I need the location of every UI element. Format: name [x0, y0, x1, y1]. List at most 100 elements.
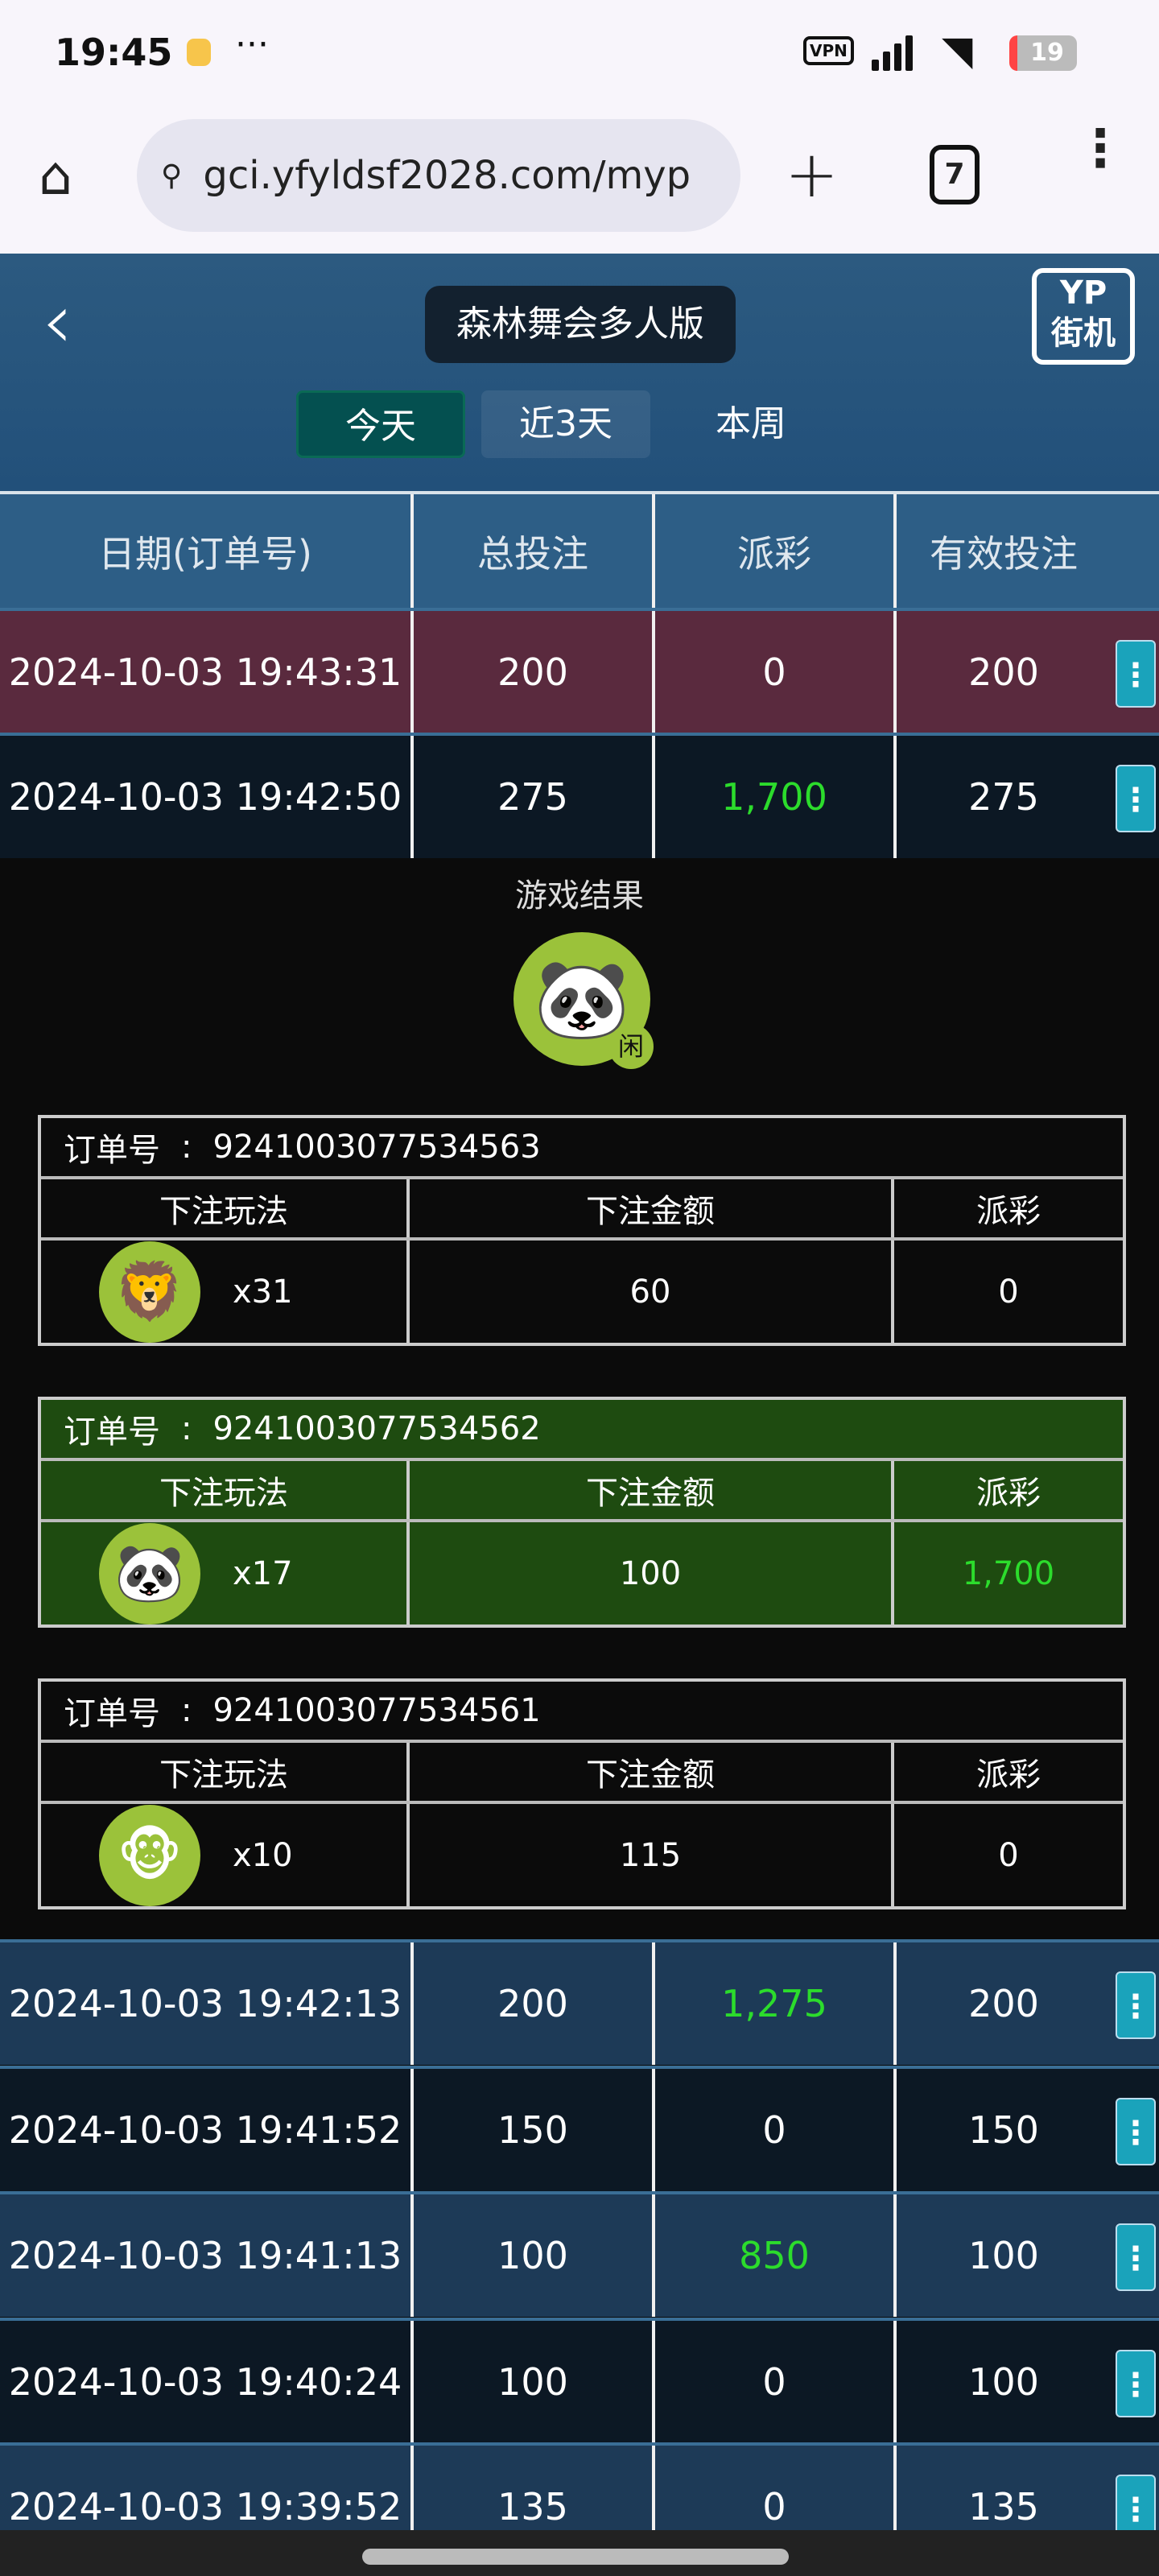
status-bar: 19:45 ··· VPN ◥ 19	[0, 0, 1159, 105]
row-valid-bet: 150	[968, 2108, 1039, 2152]
order-label: 订单号	[64, 1414, 160, 1451]
table-row[interactable]: 2024-10-03 19:41:13 100 850 100 ⋮	[0, 2191, 1159, 2317]
row-total-bet: 200	[414, 1942, 655, 2065]
row-date: 2024-10-03 19:40:24	[0, 2321, 414, 2443]
order-number: 9241003077534561	[212, 1692, 541, 1729]
col-bet-amount: 下注金额	[410, 1461, 894, 1519]
browser-toolbar: ⌂ ⚲ gci.yfyldsf2028.com/myp + 7 ⋮	[0, 105, 1159, 254]
col-bet-type: 下注玩法	[41, 1743, 410, 1801]
row-payout: 1,700	[655, 736, 897, 858]
col-payout: 派彩	[976, 1193, 1041, 1230]
page-title: 森林舞会多人版	[425, 286, 736, 363]
row-total-bet: 100	[414, 2194, 655, 2317]
bet-amount: 115	[410, 1804, 894, 1906]
row-payout: 0	[655, 611, 897, 733]
more-notifications-icon: ···	[235, 24, 269, 65]
table-row[interactable]: 2024-10-03 19:43:31 200 0 200 ⋮	[0, 608, 1159, 733]
row-total-bet: 135	[414, 2446, 655, 2568]
navigation-bar	[0, 2530, 1159, 2576]
message-notification-icon	[187, 39, 211, 66]
col-payout: 派彩	[976, 1475, 1041, 1512]
battery-icon: 19	[1009, 35, 1077, 71]
panda-icon: 🐼	[99, 1522, 200, 1624]
col-bet-type: 下注玩法	[41, 1179, 410, 1237]
signal-icon	[872, 35, 913, 71]
url-text: gci.yfyldsf2028.com/myp	[203, 153, 691, 198]
new-tab-icon[interactable]: +	[785, 137, 839, 212]
order-detail: 订单号:9241003077534563 下注玩法 下注金额 派彩 🦁 x31 60 0	[38, 1115, 1126, 1346]
row-valid-bet: 200	[968, 1982, 1039, 2025]
row-valid-bet: 100	[968, 2234, 1039, 2277]
row-date: 2024-10-03 19:42:50	[0, 736, 414, 858]
payout: 0	[998, 1273, 1019, 1311]
colon: :	[181, 1129, 192, 1166]
col-bet-amount: 下注金额	[410, 1743, 894, 1801]
col-valid-bet: 有效投注	[930, 531, 1078, 576]
row-date: 2024-10-03 19:42:13	[0, 1942, 414, 2065]
order-number: 9241003077534563	[212, 1129, 541, 1166]
row-menu-icon[interactable]: ⋮	[1116, 2350, 1156, 2417]
col-payout: 派彩	[655, 494, 897, 608]
tab-switcher-button[interactable]: 7	[930, 145, 980, 204]
row-menu-icon[interactable]: ⋮	[1116, 2223, 1156, 2291]
row-payout: 850	[655, 2194, 897, 2317]
order-number-row: 订单号:9241003077534562	[41, 1400, 1123, 1461]
lion-icon: 🦁	[99, 1241, 200, 1343]
bet-amount: 100	[410, 1522, 894, 1624]
row-total-bet: 150	[414, 2069, 655, 2191]
row-date: 2024-10-03 19:41:13	[0, 2194, 414, 2317]
table-row[interactable]: 2024-10-03 19:41:52 150 0 150 ⋮	[0, 2066, 1159, 2191]
col-bet-type: 下注玩法	[41, 1461, 410, 1519]
table-row[interactable]: 2024-10-03 19:42:50 275 1,700 275 ⋮	[0, 733, 1159, 858]
multiplier: x31	[233, 1273, 293, 1311]
clock: 19:45	[55, 31, 173, 74]
row-menu-icon[interactable]: ⋮	[1116, 765, 1156, 832]
tab-today[interactable]: 今天	[296, 390, 465, 458]
order-detail: 订单号:9241003077534561 下注玩法 下注金额 派彩 🐵 x10 115 0	[38, 1678, 1126, 1909]
site-settings-icon[interactable]: ⚲	[161, 159, 183, 192]
home-gesture-handle[interactable]	[362, 2549, 789, 2565]
col-payout: 派彩	[976, 1757, 1041, 1794]
row-valid-bet: 275	[968, 775, 1039, 819]
wifi-icon: ◥	[942, 27, 973, 74]
row-total-bet: 275	[414, 736, 655, 858]
order-number: 9241003077534562	[212, 1410, 541, 1447]
colon: :	[181, 1410, 192, 1447]
result-panda-icon: 🐼 闲	[514, 932, 654, 1069]
multiplier: x17	[233, 1554, 293, 1592]
colon: :	[181, 1692, 192, 1729]
row-total-bet: 100	[414, 2321, 655, 2443]
row-payout: 1,275	[655, 1942, 897, 2065]
row-date: 2024-10-03 19:39:52	[0, 2446, 414, 2568]
tab-this-week[interactable]: 本周	[716, 403, 786, 444]
game-result-title: 游戏结果	[515, 877, 644, 914]
logo: YP 街机	[1032, 268, 1135, 365]
back-icon[interactable]: ‹	[42, 276, 73, 366]
order-number-row: 订单号:9241003077534561	[41, 1682, 1123, 1743]
row-menu-icon[interactable]: ⋮	[1116, 1971, 1156, 2039]
tab-last-3-days[interactable]: 近3天	[481, 390, 650, 458]
payout: 0	[998, 1836, 1019, 1874]
row-valid-bet: 135	[968, 2485, 1039, 2529]
table-header: 日期(订单号) 总投注 派彩 有效投注	[0, 491, 1159, 608]
app-header: ‹ 森林舞会多人版 YP 街机 今天 近3天 本周	[0, 254, 1159, 491]
order-detail: 订单号:9241003077534562 下注玩法 下注金额 派彩 🐼 x17 100 1…	[38, 1397, 1126, 1628]
order-label: 订单号	[64, 1132, 160, 1169]
order-label: 订单号	[64, 1695, 160, 1732]
vpn-icon: VPN	[803, 36, 854, 65]
monkey-icon: 🐵	[99, 1804, 200, 1906]
row-valid-bet: 100	[968, 2360, 1039, 2404]
row-menu-icon[interactable]: ⋮	[1116, 640, 1156, 708]
row-date: 2024-10-03 19:43:31	[0, 611, 414, 733]
table-row[interactable]: 2024-10-03 19:42:13 200 1,275 200 ⋮	[0, 1939, 1159, 2065]
row-menu-icon[interactable]: ⋮	[1116, 2098, 1156, 2165]
browser-menu-icon[interactable]: ⋮	[1074, 119, 1126, 179]
address-bar[interactable]: ⚲ gci.yfyldsf2028.com/myp	[137, 119, 740, 232]
table-row[interactable]: 2024-10-03 19:40:24 100 0 100 ⋮	[0, 2318, 1159, 2443]
row-valid-bet: 200	[968, 650, 1039, 694]
row-total-bet: 200	[414, 611, 655, 733]
order-number-row: 订单号:9241003077534563	[41, 1118, 1123, 1179]
col-total-bet: 总投注	[414, 494, 655, 608]
row-payout: 0	[655, 2321, 897, 2443]
home-icon[interactable]: ⌂	[39, 145, 72, 207]
